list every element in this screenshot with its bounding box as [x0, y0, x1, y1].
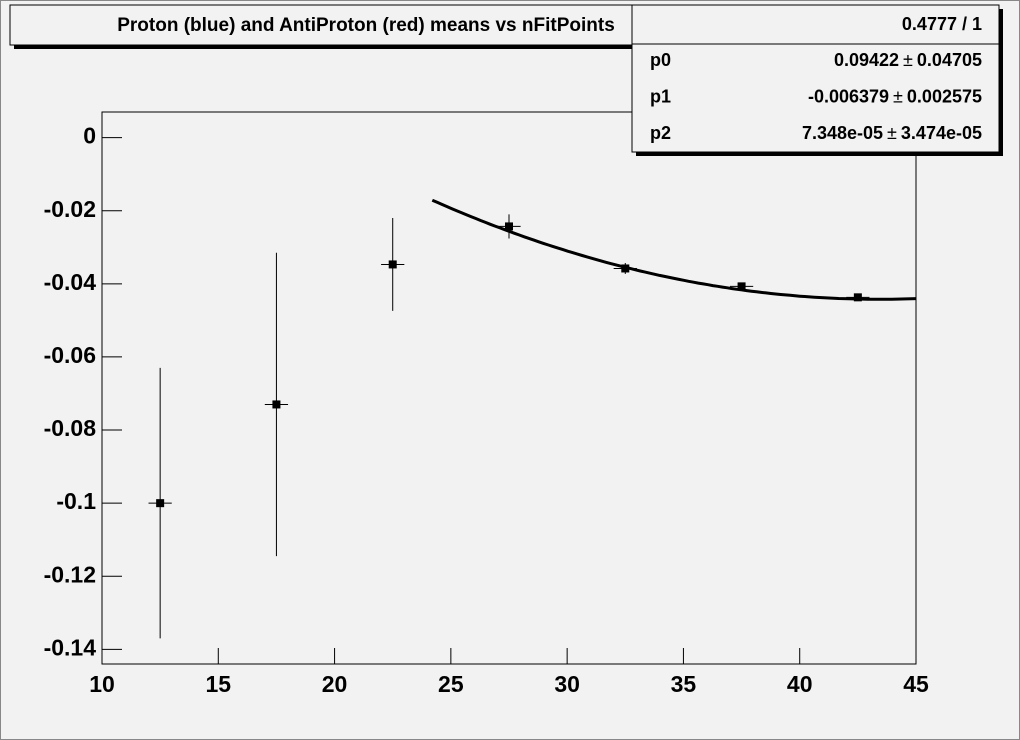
title-box	[9, 4, 724, 46]
marker	[853, 293, 862, 302]
chi2-ndf: 0.4777 / 1	[902, 14, 982, 34]
x-tick-label: 20	[322, 671, 348, 697]
x-tick-label: 30	[554, 671, 580, 697]
param-name: p0	[650, 50, 671, 70]
y-tick-label: -0.08	[44, 415, 97, 441]
param-error: 0.002575	[907, 86, 982, 106]
param-name: p1	[650, 86, 671, 106]
x-tick-label: 35	[671, 671, 697, 697]
stats-box	[631, 4, 1000, 153]
param-value: 0.09422	[834, 50, 899, 70]
param-separator: ±	[887, 123, 897, 143]
x-tick-label: 15	[205, 671, 231, 697]
param-separator: ±	[893, 86, 903, 106]
param-separator: ±	[903, 50, 913, 70]
marker	[388, 260, 397, 269]
x-tick-label: 40	[787, 671, 813, 697]
param-name: p2	[650, 123, 671, 143]
chart-title: Proton (blue) and AntiProton (red) means…	[117, 15, 615, 36]
fit-curve	[431, 198, 917, 301]
y-tick-label: -0.06	[44, 342, 96, 368]
marker	[505, 222, 513, 231]
marker	[272, 400, 281, 409]
x-tick-label: 45	[903, 671, 929, 697]
marker	[156, 499, 165, 508]
y-tick-label: -0.04	[44, 269, 97, 295]
x-tick-label: 10	[89, 671, 115, 697]
y-tick-label: -0.14	[44, 634, 97, 660]
marker	[737, 282, 746, 291]
y-tick-label: -0.02	[44, 196, 96, 222]
y-tick-label: -0.1	[56, 488, 96, 514]
param-value: -0.006379	[808, 86, 889, 106]
param-value: 7.348e-05	[802, 123, 883, 143]
plot-frame	[101, 111, 917, 665]
y-tick-label: -0.12	[44, 561, 96, 587]
x-tick-label: 25	[438, 671, 464, 697]
param-error: 0.04705	[917, 50, 982, 70]
param-error: 3.474e-05	[901, 123, 982, 143]
y-tick-label: 0	[83, 123, 96, 149]
